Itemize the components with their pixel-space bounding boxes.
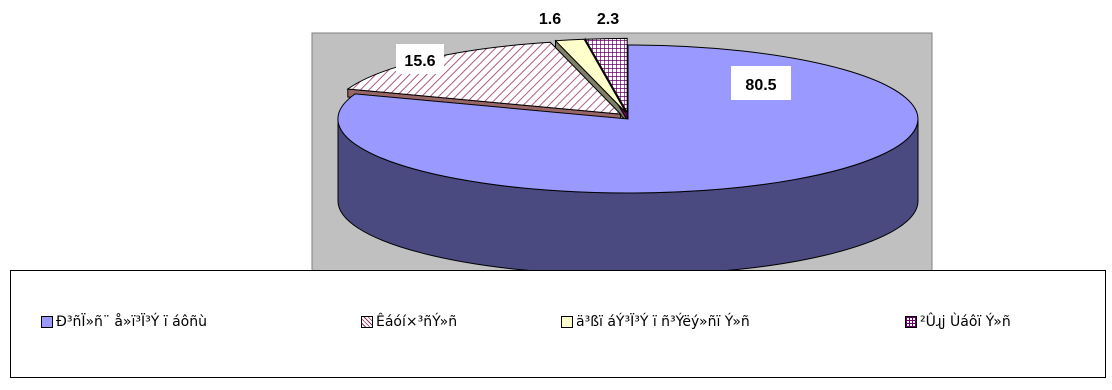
legend-item-0: Ð³ñÏ»ñ¨ å»ï³Ï³Ý ï áôñù bbox=[41, 314, 207, 330]
legend-swatch-3 bbox=[905, 316, 917, 328]
legend-label-2: ä³ßï áÝ³Ï³Ý ï ñ³Ýëý»ñï Ý»ñ bbox=[576, 314, 750, 330]
legend-swatch-1 bbox=[361, 316, 373, 328]
data-label-box-1 bbox=[396, 44, 444, 74]
legend: Ð³ñÏ»ñ¨ å»ï³Ï³Ý ï áôñù Êáóí×³ñÝ»ñ ä³ßï á… bbox=[10, 270, 1106, 378]
data-label-1: 15.6 bbox=[404, 53, 435, 70]
legend-item-2: ä³ßï áÝ³Ï³Ý ï ñ³Ýëý»ñï Ý»ñ bbox=[561, 314, 750, 330]
legend-item-1: Êáóí×³ñÝ»ñ bbox=[361, 314, 457, 330]
data-label-2: 1.6 bbox=[539, 11, 561, 28]
legend-label-1: Êáóí×³ñÝ»ñ bbox=[376, 314, 458, 330]
legend-label-0: Ð³ñÏ»ñ¨ å»ï³Ï³Ý ï áôñù bbox=[56, 314, 207, 330]
data-label-box-3 bbox=[583, 3, 633, 31]
data-label-box-0 bbox=[731, 66, 791, 100]
pie-slice-3 bbox=[584, 37, 628, 115]
data-label-3: 2.3 bbox=[597, 11, 619, 28]
legend-label-3: ²Ûɻϳ Ùáôï Ý»ñ bbox=[920, 314, 1011, 330]
legend-swatch-2 bbox=[561, 316, 573, 328]
pie-slice-2 bbox=[554, 38, 627, 113]
legend-swatch-0 bbox=[41, 316, 53, 328]
data-label-box-2 bbox=[528, 3, 573, 31]
data-label-0: 80.5 bbox=[745, 77, 776, 94]
data-label-group: 80.5 15.6 1.6 2.3 bbox=[396, 3, 791, 100]
legend-item-3: ²Ûɻϳ Ùáôï Ý»ñ bbox=[905, 314, 1011, 330]
